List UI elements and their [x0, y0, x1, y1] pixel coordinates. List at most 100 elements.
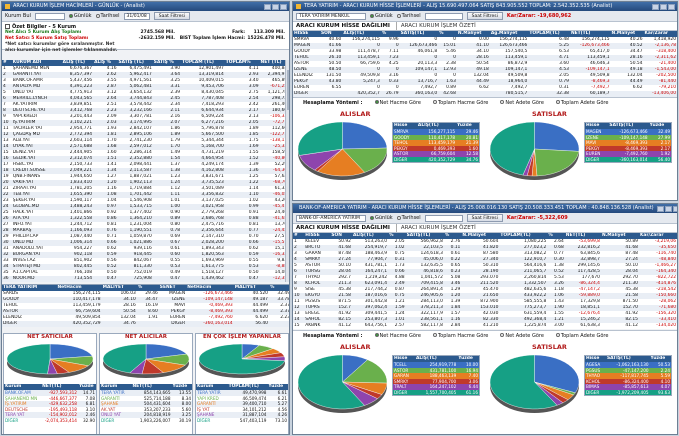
method-option[interactable]: Toplam Adete Göre — [555, 100, 608, 106]
buys-row[interactable]: DIĞER 1,557,700,405 61.16 — [392, 389, 480, 396]
main-scrollbar-thumb[interactable] — [287, 70, 289, 110]
pie-slice[interactable] — [342, 121, 388, 150]
broker-col-header[interactable]: NET (TL) — [259, 60, 289, 66]
rt-radio-historical[interactable]: Tarihsel — [396, 13, 421, 19]
rt-stock-col-header[interactable]: N.Maliyet — [610, 31, 644, 37]
broker-row[interactable]: 30 ÜNLÜ MD 1,006,314 0.66 1,021,886 0.67 2,028… — [2, 240, 289, 246]
left-pie-col-header[interactable]: Yüzde — [267, 384, 288, 390]
netcap-row[interactable]: DIĞER 420,352,729 34.76 DIĞER -360,163,014 56… — [2, 321, 289, 327]
broker-row[interactable]: 2 GARANTİ.YAT 8,357,397 2.62 5,962,417 3.64 13… — [2, 72, 289, 78]
rb-stock-row[interactable]: 11 PGSUS 871.5 301,442,8 1.21 284,113,0 1.39 87… — [293, 299, 677, 305]
broker-row[interactable]: 13 ALB.YAT 2,603,114 1.70 2,741,230 1.79 5,344… — [2, 138, 289, 144]
broker-select[interactable]: TERA YATIRIM MENKUL — [296, 12, 366, 20]
pie-slice[interactable] — [297, 354, 365, 410]
kurum-bul-input[interactable] — [34, 12, 65, 20]
left-pie-row[interactable]: DİĞER -2,074,353,414 32.90 — [4, 417, 96, 423]
rt-saat-filtresi-button[interactable]: Saat Filtresi — [466, 12, 503, 20]
method-option[interactable]: Net Hacme Göre — [374, 333, 421, 339]
broker-row[interactable]: 9 YAPI.KREDİ 3,201,443 2.09 3,307,781 2.16 6,5… — [2, 114, 289, 120]
rb-stock-row[interactable]: 5 ASTOR 50.10 431,781,1 1.73 132,635,5 0.65 50.… — [293, 263, 677, 269]
left-pie-row[interactable]: AK.YAT 353,207,233 5.60 — [100, 406, 192, 412]
broker-row[interactable]: 22 TEB.YAT 1,655,390 1.08 1,701,442 1.11 3,356… — [2, 192, 289, 198]
rb-stock-col-header[interactable]: ALIŞ(TL) — [351, 233, 389, 239]
buys-col-header[interactable]: ALIŞ(TL) — [416, 122, 457, 129]
broker-row[interactable]: 14 OYAK.YAT 2,571,688 1.68 2,597,012 1.70 5,16… — [2, 144, 289, 150]
broker-row[interactable]: 4 ANTALYA MD 4,391,223 2.87 5,062,481 3.31 9,4… — [2, 84, 289, 90]
rb-stock-col-header[interactable]: % — [443, 233, 462, 239]
broker-row[interactable]: 36 NOOR.MD 713,554 0.47 725,908 0.47 1,439,462… — [2, 276, 289, 282]
buys-col-header[interactable]: ALIŞ(TL) — [414, 355, 458, 362]
left-pie-col-header[interactable]: Kurum — [4, 384, 42, 390]
buys-row[interactable]: GOODY 110,417,178 20.81 — [392, 134, 480, 140]
broker-row[interactable]: 29 PHİLLİP.CAP 1,087,440 0.71 1,059,870 0.69 2… — [2, 234, 289, 240]
method-option[interactable]: Toplam Hacme Göre — [432, 100, 488, 106]
rb-stock-col-header[interactable]: SON — [330, 233, 352, 239]
rb-stock-row[interactable]: 2 BRCTO 41.68 254,919,7 1.02 22,103,5 0.11 41.8… — [293, 245, 677, 251]
rb-radio-daily[interactable]: Günlük — [370, 215, 393, 221]
pie-slice[interactable] — [49, 343, 93, 360]
rt-stock-col-header[interactable]: NET(TL) — [569, 31, 611, 37]
netcap-col-header[interactable]: SENET — [158, 285, 187, 291]
rb-stock-row[interactable]: 15 AKBNK 41.12 643,756,1 2.57 582,117,8 2.84 41… — [293, 323, 677, 329]
sells-col-header[interactable]: Hisse — [584, 122, 609, 129]
left-pie-row[interactable]: TERA YAT -154,902,012 2.46 — [4, 412, 96, 418]
broker-row[interactable]: 6 MERRILL.LYNCH 4,043,565 2.64 3,744,843 2.45… — [2, 96, 289, 102]
sells-col-header[interactable]: Yüzde — [648, 122, 672, 129]
broker-col-header[interactable]: KURUM ADI — [11, 60, 62, 66]
broker-row[interactable]: 8 DEUTSCHE.YAT 3,412,768 2.23 3,232,166 2.11 6… — [2, 108, 289, 114]
method-option[interactable]: Net Adete Göre — [500, 100, 544, 106]
left-pie-row[interactable]: ŞAHANE 31,887,104 4.26 — [196, 412, 288, 418]
sells-row[interactable]: MAVI -8,469,393 2.17 — [584, 140, 672, 146]
rt-tab-dagilim[interactable]: ARACI KURUM HİSSE DAĞILIMI — [296, 23, 390, 29]
sells-row[interactable]: DIĞER -1,972,209,405 93.63 — [584, 389, 672, 396]
broker-row[interactable]: 28 MARBAŞ 1,166,093 0.76 1,190,551 0.78 2,356,… — [2, 228, 289, 234]
rt-stock-row[interactable]: ELENDIZ 131.50 49,509,8 3.16 0 0 132.04 49,509,… — [293, 73, 677, 79]
radio-daily[interactable]: Günlük — [68, 13, 92, 19]
left-pie-row[interactable]: DİĞER 1,903,226,007 30.19 — [100, 417, 192, 423]
pie-slice[interactable] — [489, 121, 535, 176]
pie-slice[interactable] — [489, 354, 558, 410]
rt-stock-col-header[interactable]: TOPLAM(TL) — [528, 31, 570, 37]
method-option[interactable]: Toplam Hacme Göre — [432, 333, 488, 339]
date-select[interactable]: 31/01/08 — [123, 12, 150, 20]
maximize-icon[interactable] — [272, 3, 279, 10]
broker-col-header[interactable]: SATIŞ (TL) — [117, 60, 153, 66]
broker-col-header[interactable]: TOPLAM% — [224, 60, 260, 66]
broker-row[interactable]: 3 BANK.OF.AMR 5,437,456 3.55 4,971,561 3.25 10… — [2, 78, 289, 84]
broker-row[interactable]: 1 ŞAHANEMD MEN 6,676,367 4.16 6,475,491 3.90 1… — [2, 66, 289, 72]
rb-stock-col-header[interactable]: TOPLAM(TL) — [499, 233, 548, 239]
rb-date-select[interactable] — [424, 214, 463, 222]
broker-row[interactable]: 7 AK.YATIRIM 3,839,851 2.51 3,578,442 2.34 7,4… — [2, 102, 289, 108]
rb-stock-row[interactable]: 6 TURSG 28.04 164,247,1 0.66 46,818,6 0.23 28.1… — [293, 269, 677, 275]
rb-tab-dagilim[interactable]: ARACI KURUM HİSSE DAĞILIMI — [296, 225, 390, 231]
netcap-row[interactable]: ELENDIZ 49,509,854 132.04 1.91 EUREN -7,492,7… — [2, 315, 289, 321]
left-pie-col-header[interactable]: Yüzde — [171, 384, 192, 390]
broker-row[interactable]: 24 GLOBAL.MD 1,488,243 0.97 1,533,715 1.00 3,0… — [2, 204, 289, 210]
buys-col-header[interactable]: Yüzde — [456, 122, 480, 129]
left-pie-row[interactable]: İŞ YAT 34,101,212 4.56 — [196, 406, 288, 412]
buys-row[interactable]: DIĞER 420,352,729 34.76 — [392, 156, 480, 163]
buys-row[interactable]: ASTOR 66,759,604 12.58 — [392, 151, 480, 157]
broker-row[interactable]: 32 BURGAN.YAT 902,118 0.59 918,445 0.60 1,820,… — [2, 252, 289, 258]
broker-row[interactable]: 12 ÇAĞDAŞ MD 2,772,394 1.81 2,895,106 1.89 5,6… — [2, 132, 289, 138]
rb-stock-col-header[interactable]: % — [388, 233, 406, 239]
sells-row[interactable]: IZENE -109,147,148 27.99 — [584, 134, 672, 140]
left-pie-col-header[interactable]: Yüzde — [77, 384, 96, 390]
method-option[interactable]: Toplam Adete Göre — [555, 333, 608, 339]
broker-row[interactable]: 19 QNB.FİNANS 1,944,650 1.27 1,887,021 1.23 3,… — [2, 174, 289, 180]
buys-col-header[interactable]: Yüzde — [457, 355, 480, 362]
broker-row[interactable]: 27 İNFO.YAT 1,244,712 0.81 1,231,004 0.80 2,47… — [2, 222, 289, 228]
left-pie-col-header[interactable]: NET(TL) — [131, 384, 172, 390]
pie-slice[interactable] — [317, 148, 366, 177]
buys-col-header[interactable]: Hisse — [392, 122, 417, 129]
pie-slice[interactable] — [198, 343, 285, 375]
sells-row[interactable]: THYAO -117,817,745 5.59 — [584, 373, 672, 379]
rt-stock-col-header[interactable]: % — [380, 31, 400, 37]
rt-stock-row[interactable]: SMRVA 40.60 156,274,115 9.96 0 0 0.00 156,274,1… — [293, 37, 677, 43]
left-pie-row[interactable]: TERA YATIR 49,470,998 6.61 — [196, 390, 288, 396]
rb-stock-row[interactable]: 3 GARAN 87.48 188,463,9 0.75 124,618,3 0.61 87.… — [293, 251, 677, 257]
broker-row[interactable]: 16 GEDİK.YAT 2,312,074 1.51 2,352,880 1.54 4,6… — [2, 156, 289, 162]
rt-stock-col-header[interactable]: Ağ.Maliyet — [489, 31, 529, 37]
rt-stock-col-header[interactable]: N.Maliyet — [456, 31, 490, 37]
sells-col-header[interactable]: Yüzde — [649, 355, 672, 362]
